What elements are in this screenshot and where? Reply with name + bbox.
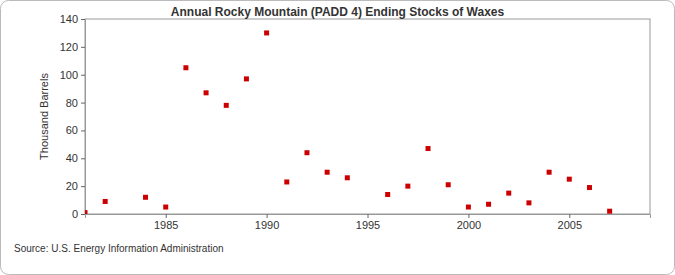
point [224, 103, 229, 108]
points [85, 30, 612, 214]
point [163, 205, 168, 210]
point [385, 192, 390, 197]
y-tick-label: 0 [72, 208, 78, 220]
source: Source: U.S. Energy Information Administ… [14, 243, 224, 254]
y-tick-label: 60 [66, 124, 78, 136]
y-tick-label: 20 [66, 180, 78, 192]
point [264, 30, 269, 35]
y-tick-mark [81, 130, 85, 131]
point [405, 184, 410, 189]
x-tick: 1985 [154, 214, 178, 231]
chart: 0 20 40 60 80 100 120 140 1985 1990 1995 2000 2005 An… [0, 0, 675, 275]
y-tick-label: 100 [60, 69, 78, 81]
x-tick: 1995 [356, 214, 380, 231]
point [204, 90, 209, 95]
point [304, 150, 309, 155]
point [607, 209, 612, 214]
point [446, 182, 451, 187]
y-axis-line [81, 20, 86, 215]
background [1, 1, 675, 275]
x-tick-mark [267, 214, 268, 218]
point [426, 146, 431, 151]
point [103, 199, 108, 204]
y-axis: 0 20 40 60 80 100 120 140 [60, 13, 86, 220]
x-tick-mark [166, 214, 167, 218]
y-tick: 20 [66, 180, 85, 192]
point [506, 191, 511, 196]
point [547, 170, 552, 175]
y-tick-mark [81, 75, 85, 76]
y-tick-mark [81, 186, 85, 187]
x-tick-label: 1995 [356, 219, 380, 231]
point [284, 179, 289, 184]
point [143, 195, 148, 200]
x-tick: 2005 [558, 214, 582, 231]
y-tick-label: 120 [60, 41, 78, 53]
y-axis-title: Thousand Barrels [38, 73, 50, 160]
title: Annual Rocky Mountain (PADD 4) Ending St… [171, 5, 505, 19]
y-tick: 140 [60, 13, 85, 25]
y-tick-mark [81, 47, 85, 48]
x-tick: 1990 [255, 214, 279, 231]
point [345, 175, 350, 180]
point [85, 210, 88, 214]
point [526, 200, 531, 205]
point [325, 170, 330, 175]
y-tick: 40 [66, 152, 85, 164]
point [486, 202, 491, 207]
x-tick-label: 1990 [255, 219, 279, 231]
y-tick: 80 [66, 97, 85, 109]
x-tick-mark [368, 214, 369, 218]
point [183, 65, 188, 70]
y-tick-label: 40 [66, 152, 78, 164]
y-tick: 100 [60, 69, 85, 81]
y-tick: 0 [72, 208, 85, 220]
y-tick-mark [81, 103, 85, 104]
point [567, 177, 572, 182]
y-tick-mark [81, 214, 85, 215]
y-tick-label: 140 [60, 13, 78, 25]
x-tick-label: 2005 [558, 219, 582, 231]
x-tick-mark [468, 214, 469, 218]
x-tick-mark [569, 214, 570, 218]
y-tick-mark [81, 19, 85, 20]
y-tick-label: 80 [66, 97, 78, 109]
y-tick-mark [81, 158, 85, 159]
x-tick-label: 1985 [154, 219, 178, 231]
x-axis-line [86, 215, 651, 219]
y-tick: 60 [66, 124, 85, 136]
point [587, 185, 592, 190]
point [466, 205, 471, 210]
point [244, 76, 249, 81]
x-tick-label: 2000 [457, 219, 481, 231]
x-tick: 2000 [457, 214, 481, 231]
x-axis: 1985 1990 1995 2000 2005 [86, 214, 651, 231]
plot-frame [85, 19, 650, 214]
y-tick: 120 [60, 41, 85, 53]
